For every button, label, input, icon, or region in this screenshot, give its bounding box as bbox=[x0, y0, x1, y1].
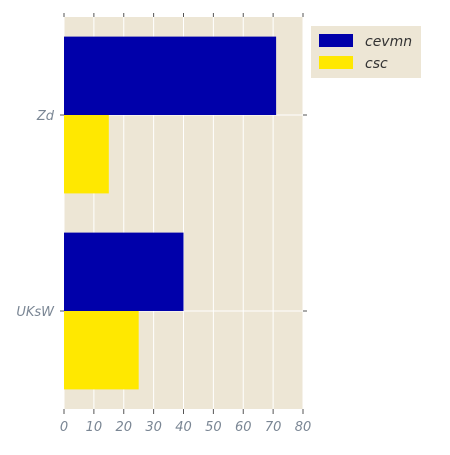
legend-label-csc: csc bbox=[365, 56, 388, 72]
legend-label-cevmn: cevmn bbox=[365, 34, 412, 50]
y-tick-label: Zd bbox=[36, 109, 55, 124]
bar-csc-Zd bbox=[64, 115, 109, 194]
x-tick-label: 50 bbox=[205, 420, 222, 435]
x-tick-label: 0 bbox=[60, 420, 68, 435]
x-tick-label: 30 bbox=[145, 420, 162, 435]
bar-cevmn-Zd bbox=[64, 36, 277, 115]
x-tick-label: 70 bbox=[265, 420, 282, 435]
x-tick-label: 60 bbox=[235, 420, 252, 435]
x-tick-label: 40 bbox=[175, 420, 192, 435]
x-tick-label: 10 bbox=[86, 420, 103, 435]
y-tick-label: UKsW bbox=[16, 305, 55, 320]
legend-swatch-cevmn bbox=[319, 34, 353, 47]
x-tick-label: 80 bbox=[295, 420, 312, 435]
legend-swatch-csc bbox=[319, 56, 353, 69]
bar-cevmn-UKsW bbox=[64, 232, 184, 311]
bar-csc-UKsW bbox=[64, 311, 139, 390]
x-tick-label: 20 bbox=[115, 420, 132, 435]
